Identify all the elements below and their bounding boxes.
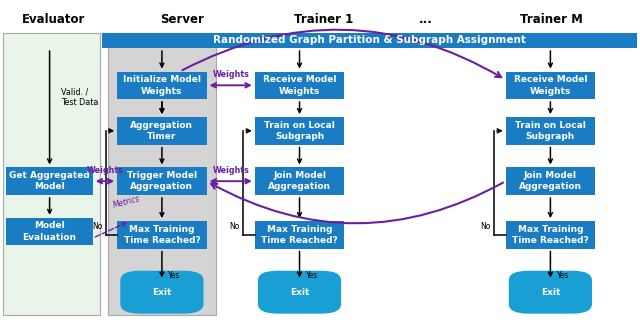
FancyBboxPatch shape (108, 32, 216, 315)
FancyBboxPatch shape (117, 167, 207, 195)
FancyBboxPatch shape (102, 32, 637, 48)
Text: Train on Local
Subgraph: Train on Local Subgraph (515, 121, 586, 141)
Text: Metrics: Metrics (112, 194, 141, 210)
FancyBboxPatch shape (117, 221, 207, 249)
Text: Join Model
Aggregation: Join Model Aggregation (268, 171, 331, 191)
Text: Max Training
Time Reached?: Max Training Time Reached? (261, 225, 338, 245)
Text: Weights: Weights (86, 166, 124, 176)
Text: Weights: Weights (212, 166, 249, 176)
Text: No: No (481, 222, 491, 231)
FancyBboxPatch shape (255, 221, 344, 249)
Text: Trainer 1: Trainer 1 (294, 13, 353, 26)
Text: Trigger Model
Aggregation: Trigger Model Aggregation (127, 171, 197, 191)
Text: Trainer M: Trainer M (520, 13, 583, 26)
Text: Aggregation
Timer: Aggregation Timer (131, 121, 193, 141)
FancyBboxPatch shape (255, 117, 344, 145)
Text: Max Training
Time Reached?: Max Training Time Reached? (124, 225, 200, 245)
Text: Yes: Yes (306, 271, 318, 280)
FancyBboxPatch shape (506, 117, 595, 145)
FancyBboxPatch shape (117, 72, 207, 99)
FancyBboxPatch shape (6, 218, 93, 245)
Text: Receive Model
Weights: Receive Model Weights (514, 75, 587, 96)
Text: Valid. /
Test Data: Valid. / Test Data (61, 88, 99, 107)
FancyBboxPatch shape (3, 32, 100, 315)
Text: Exit: Exit (541, 288, 560, 297)
FancyBboxPatch shape (117, 117, 207, 145)
FancyBboxPatch shape (6, 167, 93, 195)
Text: Randomized Graph Partition & Subgraph Assignment: Randomized Graph Partition & Subgraph As… (213, 35, 526, 45)
Text: Model
Evaluation: Model Evaluation (22, 221, 77, 242)
FancyBboxPatch shape (506, 221, 595, 249)
Text: Get Aggregated
Model: Get Aggregated Model (9, 171, 90, 191)
FancyBboxPatch shape (506, 72, 595, 99)
Text: Yes: Yes (557, 271, 569, 280)
Text: Weights: Weights (212, 71, 249, 80)
Text: Server: Server (161, 13, 204, 26)
Text: Join Model
Aggregation: Join Model Aggregation (519, 171, 582, 191)
FancyBboxPatch shape (509, 271, 592, 314)
Text: Yes: Yes (168, 271, 180, 280)
FancyBboxPatch shape (255, 72, 344, 99)
Text: Exit: Exit (290, 288, 309, 297)
Text: No: No (230, 222, 240, 231)
Text: Evaluator: Evaluator (21, 13, 85, 26)
Text: Initialize Model
Weights: Initialize Model Weights (123, 75, 201, 96)
Text: Receive Model
Weights: Receive Model Weights (263, 75, 336, 96)
Text: ...: ... (419, 13, 433, 26)
Text: No: No (92, 222, 102, 231)
FancyBboxPatch shape (506, 167, 595, 195)
FancyBboxPatch shape (258, 271, 341, 314)
Text: Train on Local
Subgraph: Train on Local Subgraph (264, 121, 335, 141)
Text: Max Training
Time Reached?: Max Training Time Reached? (512, 225, 589, 245)
FancyBboxPatch shape (120, 271, 204, 314)
Text: Exit: Exit (152, 288, 172, 297)
FancyBboxPatch shape (255, 167, 344, 195)
